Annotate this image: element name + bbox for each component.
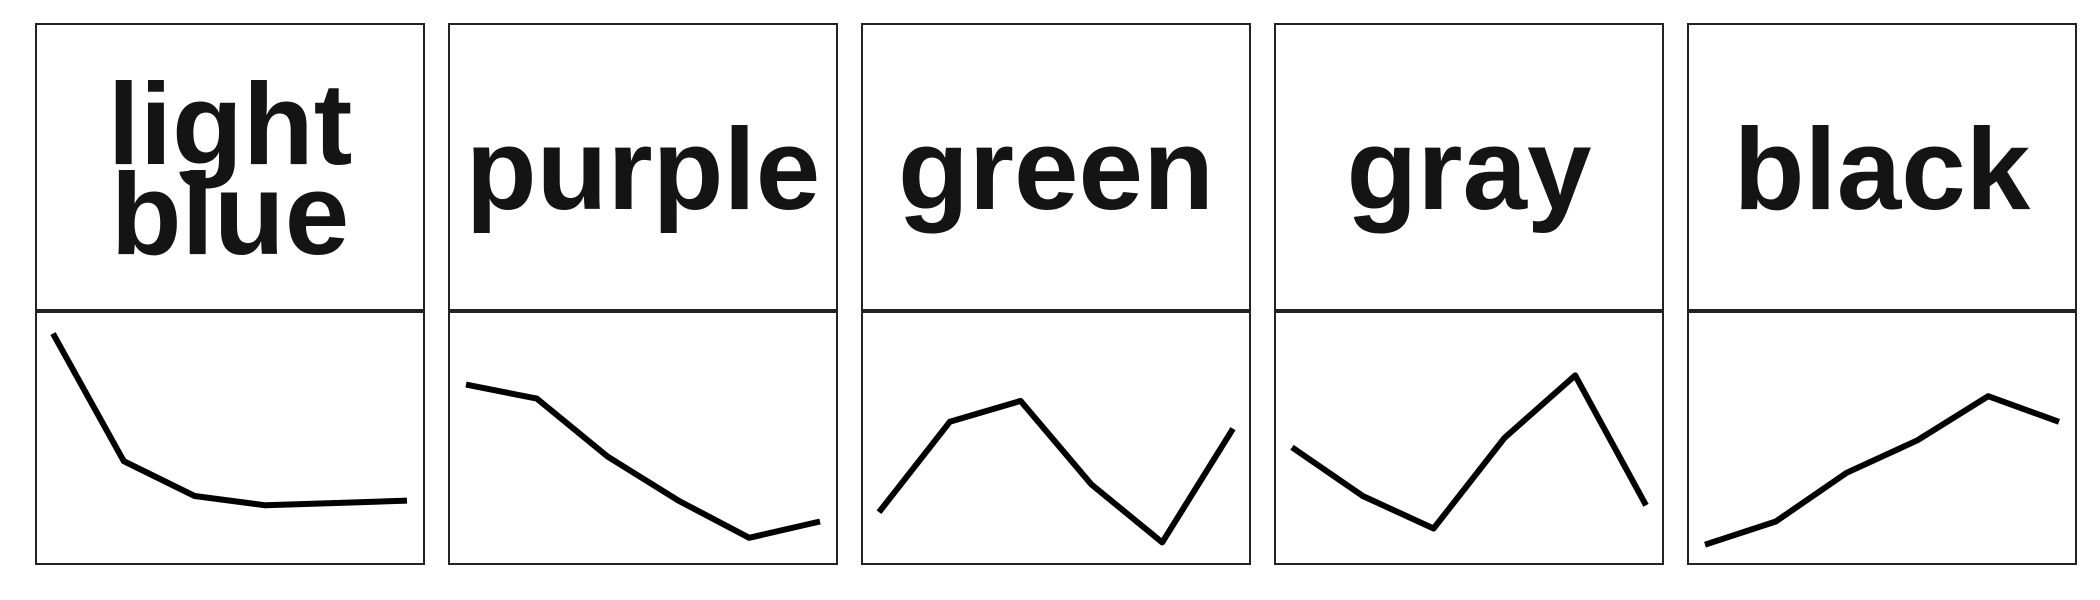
panel-4: gray [1274,23,1664,565]
plot-box [861,311,1251,565]
series-line [50,332,408,509]
label-box [861,23,1251,311]
plot-box [1687,311,2077,565]
plot-box [35,311,425,565]
series-line [1290,372,1649,532]
panel-label-line: gray [1346,104,1591,234]
plot-box [448,311,838,565]
plot-box [1274,311,1664,565]
panel-label-line: blue [111,149,349,279]
panel-label-line: purple [466,104,820,234]
label-box [35,23,425,311]
label-box [1274,23,1664,311]
series-line [876,397,1236,546]
label-box [448,23,838,311]
panel-5: black [1687,23,2077,565]
label-box [1687,23,2077,311]
panel-label-line: black [1734,104,2031,234]
panel-2: purple [448,23,838,565]
series-line [465,381,821,541]
panel-label-line: green [898,104,1214,234]
series-line [1704,393,2061,548]
panel-3: green [861,23,1251,565]
panel-label-line: light [108,59,353,189]
